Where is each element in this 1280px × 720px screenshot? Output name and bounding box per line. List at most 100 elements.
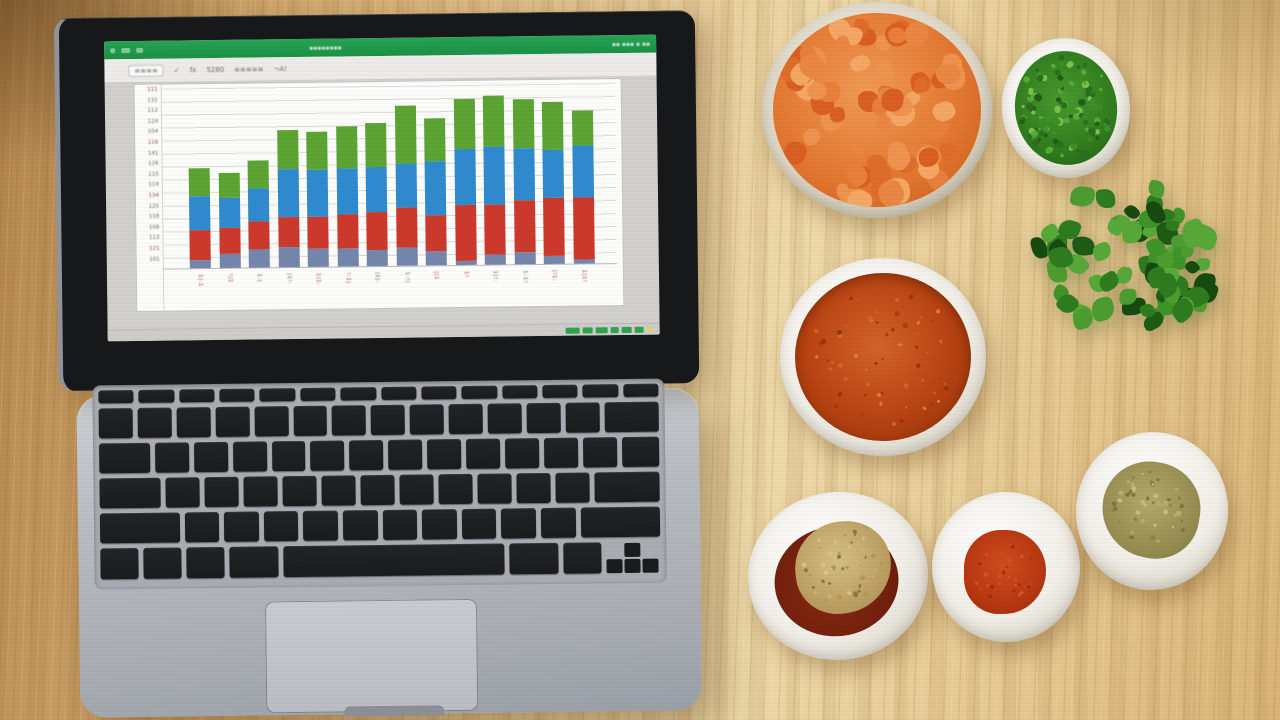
key: [582, 437, 618, 468]
herb-fleck: [1078, 112, 1085, 119]
x-tick-label: |!1:: [550, 269, 558, 282]
herb-fleck: [1075, 64, 1081, 70]
cumin-speckle: [826, 593, 834, 600]
herb-fleck: [1043, 114, 1052, 123]
bowl-of-diced-carrots: [762, 2, 992, 218]
oregano-speckle: [1170, 525, 1175, 529]
bar-segment-blue-segment: [453, 148, 476, 206]
cumin-speckle: [870, 575, 874, 578]
herb-fleck: [1060, 153, 1065, 159]
bar-segment-red-segment: [307, 216, 329, 249]
key: [542, 384, 578, 399]
key: [254, 406, 289, 437]
key: [543, 437, 579, 469]
herb-fleck: [1057, 54, 1065, 61]
chart-y-axis: 111 131 112 124 104 116 141 126 115 114 134 125 118 1…: [134, 84, 165, 311]
sheet-tab: [565, 327, 580, 334]
bar-segment-blue-segment: [277, 168, 299, 218]
key: [504, 438, 540, 469]
paprika-speckle: [829, 366, 834, 371]
cumin-speckle: [850, 540, 854, 544]
stacked-bar: [571, 110, 595, 264]
herb-fleck: [1022, 75, 1032, 84]
key: [565, 402, 600, 433]
chili-speckle: [1020, 554, 1024, 559]
herb-fleck: [1095, 135, 1101, 141]
cumin-speckle: [855, 541, 860, 547]
bar-segment-green-segment: [424, 118, 446, 162]
key: [243, 476, 279, 507]
x-tick-label: 1!: [462, 270, 469, 278]
y-tick-label: 115: [148, 171, 159, 178]
bar-segment-bottom-slate-segment: [307, 248, 329, 267]
y-tick-label: 124: [147, 118, 159, 125]
paprika-speckle: [836, 361, 844, 369]
key: [526, 402, 561, 434]
paprika-speckle: [857, 297, 860, 300]
key: [438, 473, 474, 505]
paprika-speckle: [880, 357, 884, 361]
chili-speckle: [984, 583, 989, 588]
paprika-speckle: [875, 319, 880, 324]
oregano-speckle: [1117, 519, 1121, 523]
arrow-down-key: [624, 558, 641, 574]
key: [99, 477, 162, 509]
key: [215, 406, 250, 438]
chili-speckle: [978, 586, 983, 592]
herb-fleck: [1053, 105, 1061, 113]
cumin-speckle: [858, 574, 866, 582]
paprika-speckle: [932, 391, 936, 395]
key: [98, 442, 151, 474]
cumin-speckle: [800, 561, 807, 568]
bar-segment-red-segment: [572, 197, 595, 260]
stacked-bar: [247, 160, 270, 268]
y-tick-label: 111: [147, 86, 158, 93]
oregano-speckle: [1130, 530, 1135, 534]
bar-segment-green-segment: [512, 99, 534, 149]
key: [143, 547, 182, 579]
arrow-updown: [624, 542, 641, 574]
chili-speckle: [993, 575, 998, 581]
key: [555, 472, 591, 503]
oregano-speckle: [1117, 490, 1124, 496]
bar-segment-green-segment: [188, 168, 210, 197]
bar-segment-green-segment: [394, 105, 417, 164]
herb-fleck: [1097, 87, 1103, 92]
bar-segment-red-segment: [366, 211, 388, 251]
chili-speckle: [1007, 574, 1011, 579]
status-dot: [646, 326, 652, 332]
key: [594, 471, 660, 503]
paprika-speckle: [913, 413, 917, 418]
key: [540, 507, 576, 539]
keyboard: [98, 383, 661, 580]
oregano-speckle: [1181, 527, 1186, 532]
bowl-of-chili-powder: [932, 492, 1080, 642]
bar-segment-blue-segment: [395, 163, 417, 208]
paprika-speckle: [903, 382, 910, 389]
stacked-bar: [512, 99, 536, 265]
keyboard-row: [99, 506, 661, 544]
bar-segment-blue-segment: [247, 188, 270, 222]
carrot-chunk: [847, 52, 873, 75]
herb-fleck: [1069, 142, 1078, 150]
bar-segment-blue-segment: [483, 146, 506, 205]
x-tick-label: !:1|: [344, 272, 351, 284]
bar-segment-red-segment: [543, 197, 565, 256]
bar-segment-red-segment: [484, 204, 506, 255]
cilantro-leaf: [1069, 185, 1096, 208]
stacked-bar: [306, 131, 329, 267]
key: [621, 436, 660, 468]
chili-speckle: [997, 581, 1002, 586]
key: [98, 408, 133, 439]
paprika-speckle: [874, 361, 879, 366]
sheet-tab: [595, 326, 608, 333]
paprika-speckle: [932, 319, 936, 322]
paprika-speckle: [944, 386, 950, 392]
paprika-speckle: [916, 363, 921, 369]
oregano-speckle: [1140, 472, 1144, 476]
stacked-bar-chart: [160, 83, 617, 270]
key: [98, 390, 134, 404]
bar-segment-blue-segment: [188, 196, 211, 231]
cumin-speckle: [822, 569, 830, 577]
